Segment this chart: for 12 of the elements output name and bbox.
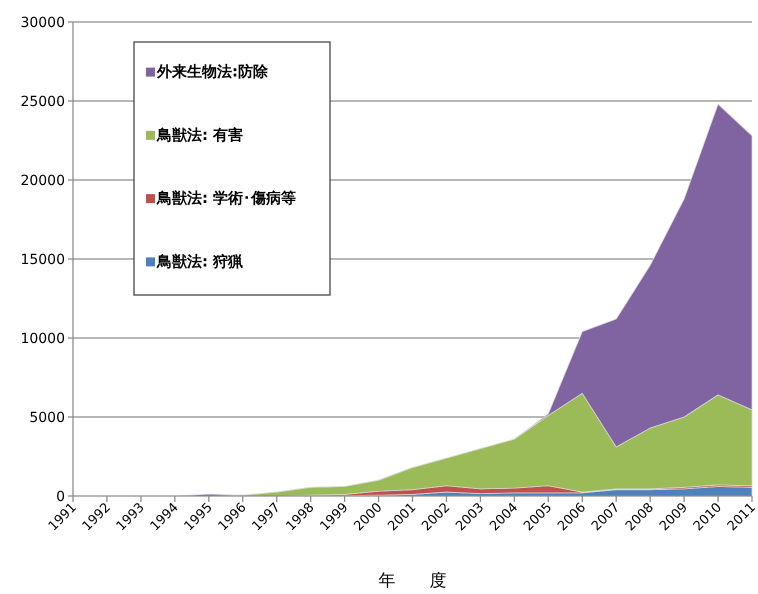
- x-axis-title: 年 度: [378, 571, 446, 591]
- y-tick-label: 10000: [20, 331, 65, 347]
- y-tick-label: 15000: [20, 252, 65, 268]
- y-tick-label: 0: [56, 489, 65, 505]
- legend-label: 鳥獣法: 狩猟: [156, 252, 244, 270]
- legend-label: 外来生物法:防除: [156, 62, 269, 81]
- legend-label: 鳥獣法: 学術･傷病等: [156, 189, 296, 208]
- y-tick-label: 30000: [20, 15, 65, 31]
- y-tick-label: 20000: [20, 173, 65, 189]
- y-tick-label: 25000: [20, 94, 65, 110]
- legend-label: 鳥獣法: 有害: [156, 126, 244, 144]
- y-tick-label: 5000: [29, 410, 65, 426]
